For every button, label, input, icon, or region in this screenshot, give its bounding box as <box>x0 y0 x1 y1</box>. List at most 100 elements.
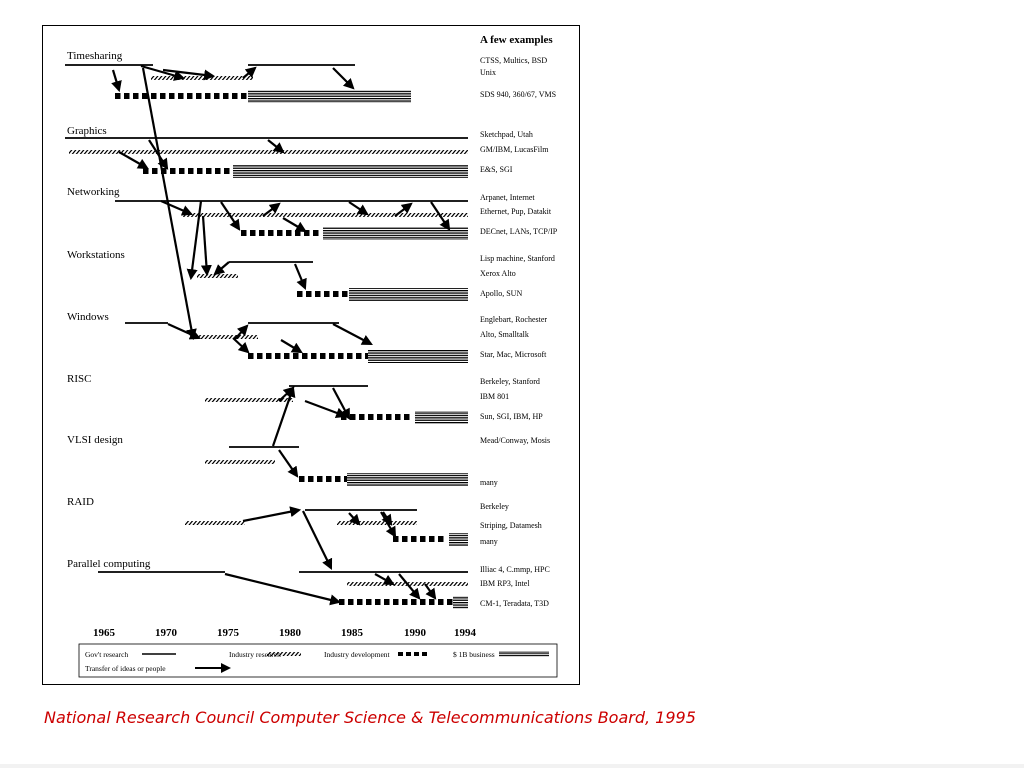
legend-business-sample <box>499 651 549 657</box>
diagram-frame: A few examples Timesharing Graphics Networ… <box>42 25 580 685</box>
industry-research-bar <box>193 335 258 339</box>
legend-dashed-sample <box>398 652 427 656</box>
transfer-arrow <box>118 151 149 170</box>
section-title: RAID <box>67 496 94 508</box>
transfer-arrow <box>332 67 355 90</box>
example-label: Xerox Alto <box>480 269 516 278</box>
timeline-diagram: A few examples Timesharing Graphics Networ… <box>65 34 558 678</box>
example-label: E&S, SGI <box>480 165 513 174</box>
transfer-arrow <box>148 139 169 170</box>
transfer-arrow <box>332 387 351 420</box>
source-caption: National Research Council Computer Scien… <box>44 708 696 727</box>
example-label: many <box>480 478 498 487</box>
transfer-arrow <box>267 139 285 154</box>
transfer-arrow <box>332 323 373 346</box>
transfer-arrow <box>381 511 393 526</box>
example-label: Ethernet, Pup, Datakit <box>480 207 552 216</box>
industry-research-bar <box>337 521 417 525</box>
transfer-arrow <box>234 324 249 340</box>
section-title: VLSI design <box>67 434 123 446</box>
industry-research-bar <box>205 398 293 402</box>
billion-business-bar <box>347 473 468 486</box>
transfer-arrow <box>213 261 230 276</box>
year-label: 1970 <box>155 627 178 639</box>
example-label: DECnet, LANs, TCP/IP <box>480 227 558 236</box>
example-label: many <box>480 537 498 546</box>
example-label: Berkeley <box>480 502 509 511</box>
industry-development-bar <box>393 536 444 542</box>
transfer-arrow <box>160 199 194 216</box>
example-label: Mead/Conway, Mosis <box>480 436 550 445</box>
timeline-bars <box>65 64 468 609</box>
year-label: 1990 <box>404 627 427 639</box>
example-label: Alto, Smalltalk <box>480 330 529 339</box>
industry-research-bar <box>197 274 238 278</box>
transfer-arrow <box>140 64 186 81</box>
example-label: IBM RP3, Intel <box>480 579 530 588</box>
example-label: Illiac 4, C.mmp, HPC <box>480 565 550 574</box>
transfer-arrow <box>282 217 307 233</box>
industry-development-bar <box>115 93 247 99</box>
transfer-arrow <box>348 512 361 526</box>
transfer-arrow <box>424 583 437 600</box>
transfer-arrow <box>224 572 342 606</box>
industry-development-bar <box>241 230 319 236</box>
example-label: SDS 940, 360/67, VMS <box>480 90 556 99</box>
industry-research-bar <box>69 150 468 154</box>
section-titles: Timesharing Graphics Networking Workstation… <box>67 50 151 570</box>
legend-industry-dev-label: Industry development <box>324 650 391 659</box>
transfer-arrow <box>200 215 212 277</box>
legend-industry-research-label: Industry research <box>229 650 281 659</box>
legend-box <box>78 643 558 678</box>
industry-research-bar <box>185 521 245 525</box>
transfer-arrow <box>398 573 421 600</box>
transfer-arrow <box>111 69 122 93</box>
transfer-arrow <box>302 510 333 570</box>
section-title: Networking <box>67 186 120 198</box>
billion-business-bar <box>415 411 468 424</box>
example-label: Star, Mac, Microsoft <box>480 350 547 359</box>
section-title: Timesharing <box>67 50 123 62</box>
section-title: Workstations <box>67 249 125 261</box>
transfer-arrow <box>242 506 302 523</box>
example-label: Lisp machine, Stanford <box>480 254 555 263</box>
section-title: RISC <box>67 373 91 385</box>
transfer-arrow <box>232 337 250 354</box>
industry-development-bar <box>299 476 347 482</box>
example-label: CTSS, Multics, BSD <box>480 56 547 65</box>
year-label: 1975 <box>217 627 240 639</box>
transfer-arrow <box>186 200 203 281</box>
industry-research-bar <box>205 460 275 464</box>
transfer-arrow <box>262 202 281 217</box>
legend-hatch-sample <box>267 652 301 656</box>
billion-business-bar <box>323 227 468 240</box>
transfer-arrow <box>167 322 202 340</box>
example-label: Sketchpad, Utah <box>480 130 533 139</box>
transfer-arrow <box>374 573 395 586</box>
year-label: 1994 <box>454 627 477 639</box>
example-label: Englebart, Rochester <box>480 315 547 324</box>
industry-development-bar <box>248 353 368 359</box>
industry-development-bar <box>341 414 410 420</box>
example-label: Apollo, SUN <box>480 289 522 298</box>
example-label: IBM 801 <box>480 392 509 401</box>
section-title: Windows <box>67 311 109 323</box>
year-label: 1980 <box>279 627 302 639</box>
year-label: 1985 <box>341 627 364 639</box>
legend-gov-label: Gov't research <box>85 650 128 659</box>
transfer-arrows <box>111 64 451 606</box>
example-label: Sun, SGI, IBM, HP <box>480 412 543 421</box>
transfer-arrow <box>293 263 307 291</box>
examples-header: A few examples <box>480 34 553 46</box>
billion-business-bar <box>233 165 468 178</box>
industry-research-bar <box>183 213 468 217</box>
example-labels: CTSS, Multics, BSD Unix SDS 940, 360/67, V… <box>480 56 558 608</box>
example-label: Arpanet, Internet <box>480 193 535 202</box>
legend-transfer-label: Transfer of ideas or people <box>85 664 166 673</box>
example-label: GM/IBM, LucasFilm <box>480 145 549 154</box>
transfer-arrow <box>280 339 303 354</box>
transfer-arrow <box>162 68 216 81</box>
example-label: CM-1, Teradata, T3D <box>480 599 549 608</box>
footer-rule <box>0 764 1024 768</box>
transfer-arrow <box>242 66 257 79</box>
